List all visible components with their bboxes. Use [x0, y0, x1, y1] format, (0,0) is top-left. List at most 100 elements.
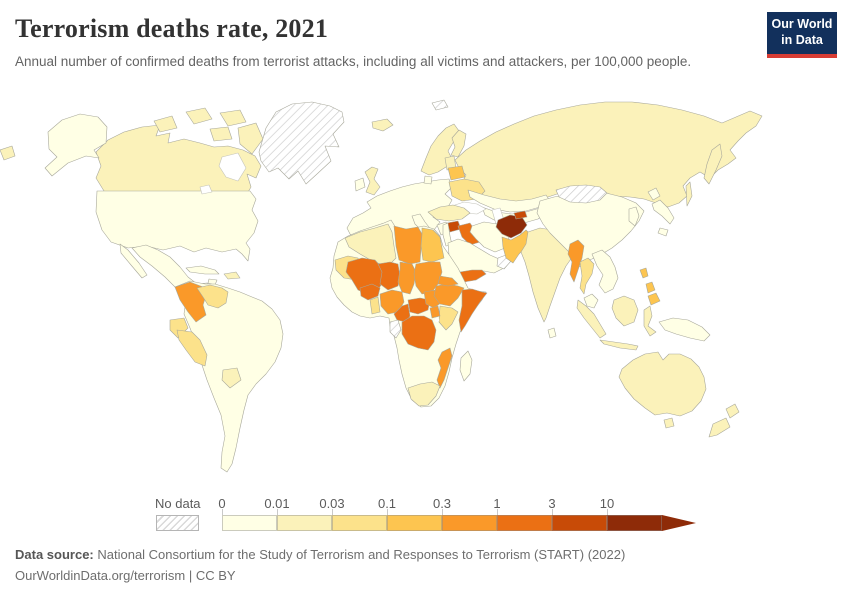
country-libya[interactable]	[393, 225, 423, 265]
lake-victoria	[434, 317, 440, 323]
country-usa[interactable]	[95, 190, 259, 262]
legend-segment[interactable]	[497, 515, 552, 531]
country-tajikistan[interactable]	[513, 210, 528, 220]
country-eritrea[interactable]	[437, 275, 459, 287]
country-japan-kyushu[interactable]	[657, 227, 669, 237]
no-data-label: No data	[155, 496, 201, 511]
legend-segment[interactable]	[387, 515, 442, 531]
country-indonesia-java[interactable]	[599, 339, 639, 351]
country-uganda[interactable]	[429, 305, 441, 319]
country-burkina-faso[interactable]	[359, 283, 381, 301]
country-egypt[interactable]	[420, 227, 445, 263]
country-mexico-baja[interactable]	[119, 243, 148, 279]
region-indochina[interactable]	[591, 249, 619, 294]
country-russia-wrap[interactable]	[0, 145, 16, 161]
country-kenya[interactable]	[438, 305, 459, 331]
owid-logo[interactable]: Our World in Data	[767, 12, 837, 59]
country-somalia[interactable]	[458, 288, 488, 333]
country-philippines-mindanao[interactable]	[647, 292, 661, 306]
data-source-line: Data source: National Consortium for the…	[15, 544, 625, 565]
country-philippines-luzon[interactable]	[639, 267, 649, 279]
great-lakes	[199, 184, 213, 195]
country-australia-tasmania[interactable]	[663, 417, 675, 429]
no-data-swatch[interactable]	[156, 515, 199, 531]
legend-segment[interactable]	[552, 515, 607, 531]
country-niger[interactable]	[377, 261, 401, 291]
country-turkey[interactable]	[427, 204, 471, 222]
country-cuba[interactable]	[185, 265, 220, 275]
region-gabon-eq-guinea[interactable]	[389, 319, 402, 339]
country-new-zealand-north[interactable]	[725, 403, 740, 419]
owid-logo-line2: in Data	[781, 32, 823, 47]
country-central-african-republic[interactable]	[407, 297, 431, 315]
country-new-zealand-south[interactable]	[708, 417, 731, 438]
region-korea[interactable]	[628, 206, 640, 227]
legend-arrow	[662, 515, 696, 531]
data-source-label: Data source:	[15, 547, 94, 562]
country-hispaniola[interactable]	[223, 271, 241, 280]
country-thailand[interactable]	[579, 257, 595, 295]
license-line[interactable]: OurWorldinData.org/terrorism | CC BY	[15, 565, 625, 586]
page-title: Terrorism deaths rate, 2021	[15, 14, 329, 43]
country-afghanistan[interactable]	[495, 214, 528, 239]
country-united-kingdom[interactable]	[364, 166, 381, 196]
country-algeria[interactable]	[344, 223, 397, 267]
legend-tick-label: 0	[218, 496, 226, 511]
country-russia-sakhalin[interactable]	[685, 181, 693, 207]
country-peru[interactable]	[176, 329, 208, 367]
region-benin-togo[interactable]	[369, 296, 381, 315]
country-venezuela[interactable]	[196, 284, 229, 309]
region-new-guinea[interactable]	[658, 317, 711, 342]
country-madagascar[interactable]	[459, 350, 473, 382]
country-mongolia[interactable]	[555, 184, 608, 204]
country-sri-lanka[interactable]	[547, 327, 557, 339]
country-finland[interactable]	[450, 129, 467, 158]
owid-logo-line1: Our World	[771, 17, 833, 31]
legend-segment[interactable]	[277, 515, 332, 531]
legend-tick-label: 0.1	[377, 496, 397, 511]
country-south-africa[interactable]	[407, 381, 441, 407]
country-japan-hokkaido[interactable]	[647, 187, 661, 201]
country-indonesia-sumatra[interactable]	[576, 299, 607, 339]
legend-tick-label: 0.03	[319, 496, 345, 511]
country-denmark[interactable]	[423, 175, 433, 185]
country-chad[interactable]	[397, 261, 417, 295]
legend-segment[interactable]	[332, 515, 387, 531]
country-dr-congo[interactable]	[401, 315, 437, 351]
country-canada-island[interactable]	[209, 126, 233, 142]
map-legend: No data 0 0.01 0.03 0.1 0.3 1 3 10	[0, 496, 850, 540]
country-mozambique[interactable]	[436, 347, 453, 389]
legend-segment[interactable]	[222, 515, 277, 531]
country-usa-alaska[interactable]	[44, 113, 108, 177]
country-colombia[interactable]	[174, 281, 208, 323]
territory-svalbard[interactable]	[431, 99, 449, 111]
country-belarus[interactable]	[447, 165, 466, 181]
country-canada-island[interactable]	[185, 107, 213, 125]
country-indonesia-sulawesi[interactable]	[643, 305, 657, 337]
country-myanmar[interactable]	[567, 239, 585, 283]
legend-tick	[387, 509, 388, 515]
legend-segment[interactable]	[607, 515, 662, 531]
country-canada-island[interactable]	[219, 109, 247, 127]
legend-tick-label: 0.01	[264, 496, 290, 511]
license-link[interactable]: OurWorldinData.org/terrorism | CC BY	[15, 568, 236, 584]
country-indonesia-borneo[interactable]	[611, 295, 639, 327]
country-philippines-visayas[interactable]	[645, 281, 656, 294]
country-japan-honshu[interactable]	[651, 199, 675, 225]
country-malaysia[interactable]	[583, 293, 599, 309]
country-australia[interactable]	[618, 351, 707, 417]
country-paraguay[interactable]	[221, 367, 242, 389]
country-sudan[interactable]	[413, 261, 443, 295]
legend-segment[interactable]	[442, 515, 497, 531]
legend-tick	[277, 509, 278, 515]
country-greenland[interactable]	[258, 101, 345, 185]
legend-tick-label: 1	[493, 496, 501, 511]
country-iceland[interactable]	[371, 118, 394, 132]
country-canada-baffin[interactable]	[237, 122, 264, 155]
country-ireland[interactable]	[354, 177, 366, 192]
legend-tick	[607, 509, 608, 515]
country-russia-kamchatka[interactable]	[703, 143, 723, 185]
country-canada-island[interactable]	[153, 115, 178, 133]
legend-tick	[552, 509, 553, 515]
